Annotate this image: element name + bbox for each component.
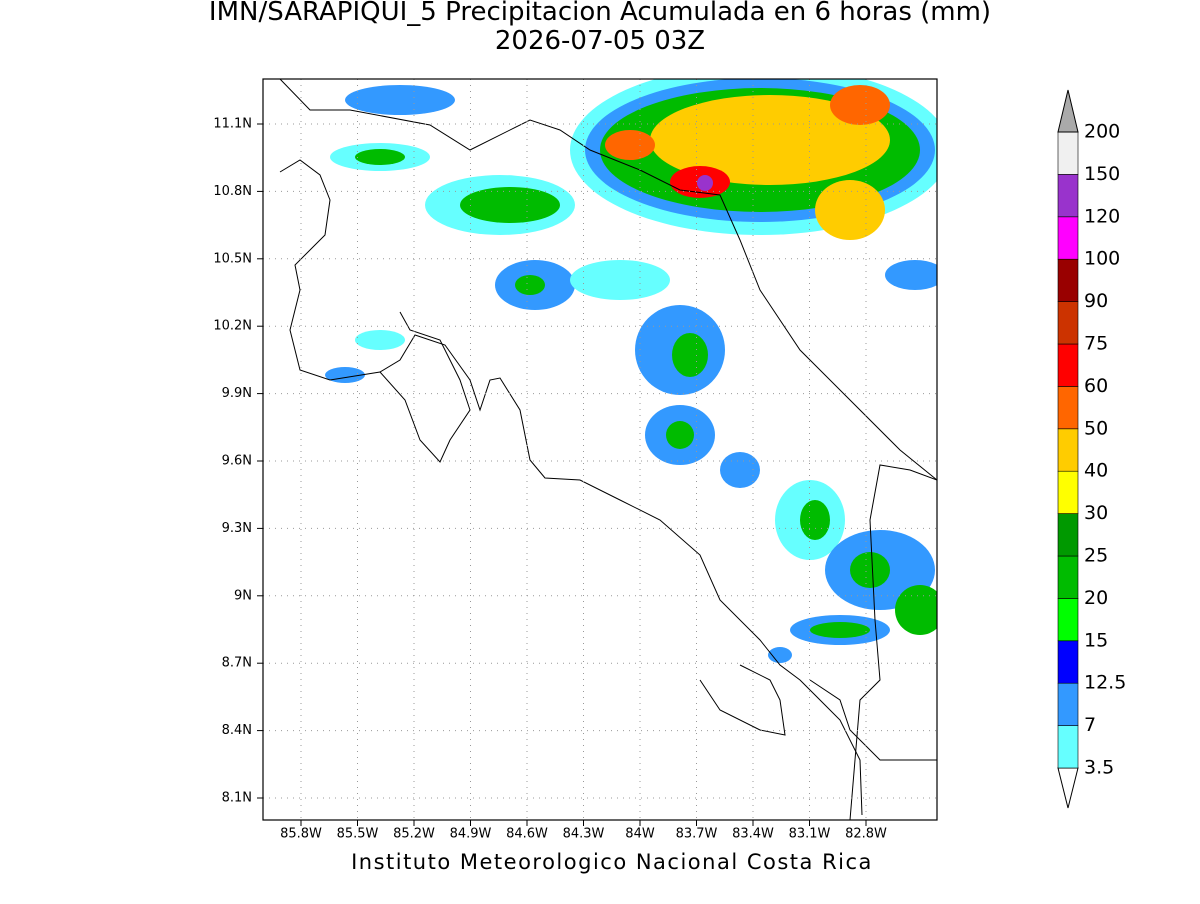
lon-label: 84.6W bbox=[506, 827, 548, 842]
colorbar-label: 40 bbox=[1084, 460, 1108, 482]
colorbar-segment bbox=[1057, 386, 1079, 430]
lat-label: 9.6N bbox=[222, 454, 252, 469]
map-frame bbox=[262, 78, 938, 821]
colorbar-label: 75 bbox=[1084, 333, 1108, 355]
axis-labels: 11.1N 10.8N 10.5N 10.2N 9.9N 9.6N 9.3N 9N 8.7N 8.… bbox=[213, 117, 887, 842]
lat-label: 10.2N bbox=[213, 319, 252, 334]
colorbar-segment bbox=[1057, 598, 1079, 642]
colorbar-segment bbox=[1057, 470, 1079, 514]
colorbar-segment bbox=[1057, 258, 1079, 302]
colorbar-segment bbox=[1057, 513, 1079, 557]
lat-label: 8.1N bbox=[222, 791, 252, 806]
footer: Instituto Meteorologico Nacional Costa R… bbox=[351, 850, 873, 874]
colorbar-label: 7 bbox=[1084, 714, 1096, 736]
colorbar-label: 20 bbox=[1084, 587, 1108, 609]
lon-label: 82.8W bbox=[845, 827, 887, 842]
colorbar-label: 150 bbox=[1084, 163, 1120, 185]
lon-label: 83.7W bbox=[676, 827, 718, 842]
lat-label: 8.4N bbox=[222, 723, 252, 738]
lon-label: 84.9W bbox=[450, 827, 492, 842]
lat-label: 10.8N bbox=[213, 184, 252, 199]
colorbar-segment bbox=[1057, 301, 1079, 345]
colorbar-segment bbox=[1057, 640, 1079, 684]
title: IMN/SARAPIQUI_5 Precipitacion Acumulada … bbox=[209, 0, 991, 27]
colorbar-segment bbox=[1057, 131, 1079, 175]
precipitation-field bbox=[279, 79, 937, 820]
lon-label: 83.4W bbox=[732, 827, 774, 842]
colorbar-label: 15 bbox=[1084, 629, 1108, 651]
colorbar-under bbox=[1057, 767, 1079, 809]
colorbar-label: 25 bbox=[1084, 545, 1108, 567]
colorbar-label: 200 bbox=[1084, 121, 1120, 143]
colorbar-label: 100 bbox=[1084, 248, 1120, 270]
colorbar-segment bbox=[1057, 555, 1079, 599]
lon-label: 85.8W bbox=[280, 827, 322, 842]
lat-label: 10.5N bbox=[213, 251, 252, 266]
lon-label: 85.2W bbox=[393, 827, 435, 842]
lon-label: 84.3W bbox=[563, 827, 605, 842]
colorbar-label: 50 bbox=[1084, 417, 1108, 439]
colorbar-segment bbox=[1057, 725, 1079, 769]
colorbar-label: 30 bbox=[1084, 502, 1108, 524]
colorbar-label: 12.5 bbox=[1084, 672, 1126, 694]
graticule bbox=[257, 79, 937, 826]
lat-label: 8.7N bbox=[222, 656, 252, 671]
colorbar: 3.5 7 12.5 15 20 25 30 40 50 60 75 90 100 120 150 200 bbox=[1057, 89, 1126, 809]
colorbar-label: 60 bbox=[1084, 375, 1108, 397]
lon-label: 85.5W bbox=[337, 827, 379, 842]
subtitle: 2026-07-05 03Z bbox=[495, 26, 705, 56]
colorbar-segment bbox=[1057, 428, 1079, 472]
colorbar-segment bbox=[1057, 343, 1079, 387]
lon-label: 84W bbox=[625, 827, 655, 842]
colorbar-label: 120 bbox=[1084, 205, 1120, 227]
lat-label: 11.1N bbox=[213, 117, 252, 132]
colorbar-over bbox=[1057, 89, 1079, 133]
colorbar-segment bbox=[1057, 216, 1079, 260]
colorbar-segment bbox=[1057, 682, 1079, 726]
rain-cells bbox=[325, 79, 937, 663]
colorbar-segment bbox=[1057, 174, 1079, 218]
lat-label: 9.3N bbox=[222, 521, 252, 536]
colorbar-label: 90 bbox=[1084, 290, 1108, 312]
lon-label: 83.1W bbox=[789, 827, 831, 842]
colorbar-label: 3.5 bbox=[1084, 757, 1114, 779]
lat-label: 9.9N bbox=[222, 386, 252, 401]
lat-label: 9N bbox=[234, 588, 252, 603]
